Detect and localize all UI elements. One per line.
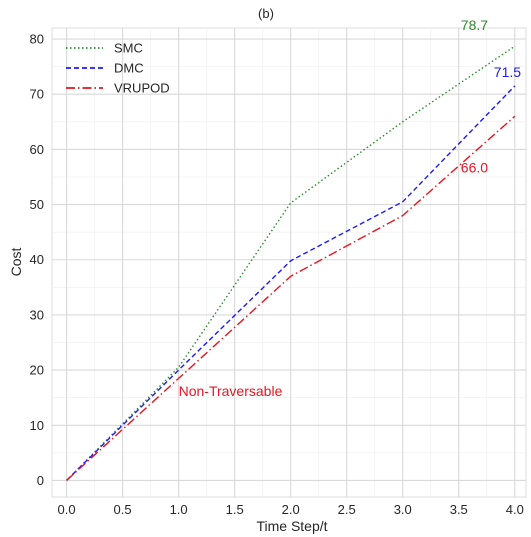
- y-axis-label: Cost: [8, 248, 24, 277]
- legend-label-dmc: DMC: [114, 61, 144, 76]
- legend-label-vrupod: VRUPOD: [114, 81, 170, 96]
- y-tick-label: 70: [30, 87, 44, 102]
- x-axis-label: Time Step/t: [256, 518, 327, 534]
- x-tick-label: 0.0: [58, 502, 76, 517]
- x-tick-label: 2.5: [338, 502, 356, 517]
- series-line-dmc: [66, 85, 516, 481]
- annotations: 78.7 71.5 66.0 Non-Traversable: [179, 17, 522, 399]
- series-layer: [66, 45, 516, 481]
- y-tick-label: 10: [30, 418, 44, 433]
- grid: [52, 28, 526, 497]
- x-tick-label: 0.5: [114, 502, 132, 517]
- series-line-vrupod: [66, 115, 516, 481]
- y-tick-label: 50: [30, 197, 44, 212]
- legend: SMC DMC VRUPOD: [66, 41, 170, 96]
- annotation-label: 71.5: [494, 64, 521, 80]
- y-tick-label: 0: [37, 473, 44, 488]
- y-tick-label: 20: [30, 363, 44, 378]
- y-tick-label: 80: [30, 32, 44, 47]
- x-tick-label: 3.5: [450, 502, 468, 517]
- annotation-label: Non-Traversable: [179, 383, 283, 399]
- tick-labels: 0.0 0.5 1.0 1.5 2.0 2.5 3.0 3.5 4.0 0 10 20 30 40 50 60…: [30, 32, 524, 517]
- x-tick-label: 2.0: [282, 502, 300, 517]
- y-tick-label: 30: [30, 307, 44, 322]
- x-tick-label: 3.0: [394, 502, 412, 517]
- annotation-label: 66.0: [461, 159, 488, 175]
- annotation-label: 78.7: [461, 17, 488, 33]
- y-tick-label: 60: [30, 142, 44, 157]
- legend-label-smc: SMC: [114, 41, 143, 56]
- plot-area: [51, 27, 527, 498]
- x-tick-label: 1.0: [170, 502, 188, 517]
- y-tick-label: 40: [30, 252, 44, 267]
- x-tick-label: 4.0: [506, 502, 524, 517]
- x-tick-label: 1.5: [226, 502, 244, 517]
- chart-title: (b): [258, 6, 274, 21]
